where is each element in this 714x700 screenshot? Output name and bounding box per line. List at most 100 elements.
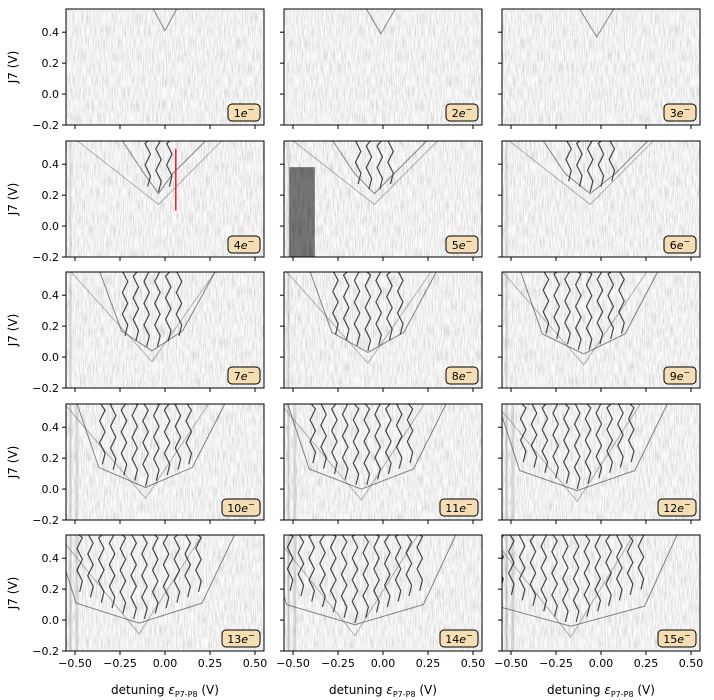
transition-lines bbox=[505, 141, 654, 257]
x-tick-label: −0.50 bbox=[276, 657, 310, 670]
y-tick-label: −0.2 bbox=[32, 119, 59, 132]
envelope bbox=[520, 272, 658, 355]
transition-line bbox=[406, 404, 414, 464]
y-tick-label: 0.2 bbox=[42, 57, 60, 70]
transition-lines bbox=[284, 404, 447, 520]
electron-count-badge bbox=[663, 235, 697, 254]
outer-diagonal bbox=[70, 272, 216, 363]
transition-line bbox=[121, 272, 129, 336]
transition-line bbox=[97, 535, 105, 603]
transition-line bbox=[330, 404, 338, 475]
y-tick-label: 0.4 bbox=[42, 289, 60, 302]
panel-4e: −0.2 0.0 0.2 0.4 4e− bbox=[32, 140, 265, 264]
transition-lines bbox=[579, 9, 615, 38]
electron-count-badge bbox=[439, 498, 479, 517]
y-tick-label: 0.0 bbox=[42, 351, 60, 364]
y-tick-label: 0.4 bbox=[42, 552, 60, 565]
transition-line bbox=[387, 141, 394, 185]
outer-diagonal bbox=[77, 141, 222, 206]
transition-line bbox=[386, 272, 393, 341]
envelope bbox=[502, 535, 678, 627]
x-tick-label: −0.50 bbox=[58, 657, 92, 670]
transition-line bbox=[365, 141, 373, 190]
x-tick-label: −0.25 bbox=[539, 657, 573, 670]
transition-line bbox=[297, 535, 305, 597]
transition-line bbox=[552, 404, 560, 479]
y-tick-label: −0.2 bbox=[32, 514, 59, 527]
x-tick-label: −0.25 bbox=[321, 657, 355, 670]
transition-line bbox=[573, 404, 581, 490]
panel-1e: −0.2 0.0 0.2 0.4 1e− bbox=[32, 8, 265, 132]
x-axis-label: detuning εP7-P8 (V) bbox=[547, 683, 655, 699]
transition-line bbox=[175, 272, 183, 336]
transition-line bbox=[286, 535, 294, 591]
electron-count-badge bbox=[663, 103, 697, 122]
transition-line bbox=[364, 272, 372, 352]
transition-line bbox=[363, 404, 371, 485]
transition-line bbox=[120, 404, 128, 476]
transition-line bbox=[574, 272, 582, 350]
y-tick-label: 0.4 bbox=[42, 158, 60, 171]
electron-count-badge bbox=[227, 103, 261, 122]
electron-count-badge bbox=[657, 629, 697, 648]
electron-count-badge bbox=[227, 235, 261, 254]
y-tick-label: 0.0 bbox=[42, 483, 60, 496]
transition-line bbox=[615, 535, 623, 601]
y-tick-label: 0.4 bbox=[42, 26, 60, 39]
x-axis-label: detuning εP7-P8 (V) bbox=[329, 683, 437, 699]
transition-line bbox=[395, 404, 403, 469]
transition-line bbox=[529, 535, 537, 606]
outer-diagonal bbox=[508, 141, 654, 206]
transition-line bbox=[151, 535, 159, 614]
transition-line bbox=[154, 272, 161, 347]
transition-line bbox=[362, 535, 370, 618]
panel-5e: 5e− bbox=[280, 140, 483, 261]
outer-diagonal bbox=[286, 272, 432, 365]
transition-line bbox=[605, 535, 612, 606]
electron-count-badge bbox=[445, 235, 479, 254]
panel-2e: 2e− bbox=[280, 8, 483, 129]
transition-line bbox=[540, 535, 548, 612]
transition-line bbox=[174, 404, 182, 470]
transition-line bbox=[185, 404, 193, 465]
electron-count-label: 12e− bbox=[663, 500, 690, 515]
transition-line bbox=[87, 535, 94, 598]
electron-count-label: 10e− bbox=[227, 500, 254, 515]
transition-line bbox=[376, 141, 384, 190]
transition-line bbox=[394, 535, 402, 602]
envelope bbox=[284, 535, 457, 626]
electron-count-badge bbox=[227, 366, 261, 385]
transition-line bbox=[584, 404, 592, 484]
electron-count-label: 1e− bbox=[234, 105, 254, 120]
x-tick-label: 0.25 bbox=[416, 657, 441, 670]
transition-line bbox=[341, 404, 349, 480]
dark-block-texture bbox=[289, 167, 315, 257]
electron-count-label: 14e− bbox=[445, 631, 472, 646]
envelope bbox=[99, 272, 216, 352]
x-tick-label: 0.50 bbox=[461, 657, 486, 670]
transition-line bbox=[519, 404, 527, 463]
y-axis-label: J7 (V) bbox=[6, 446, 20, 480]
transition-line bbox=[340, 535, 348, 618]
envelope bbox=[332, 141, 427, 195]
panel-14e: −0.50 −0.25 0.00 0.25 0.50 14e− bbox=[276, 534, 486, 670]
transition-line bbox=[142, 404, 149, 487]
transition-v bbox=[152, 9, 178, 32]
transition-line bbox=[618, 272, 625, 334]
transition-line bbox=[594, 535, 602, 612]
transition-lines bbox=[69, 141, 222, 257]
envelope bbox=[502, 404, 668, 492]
x-tick-label: −0.50 bbox=[494, 657, 528, 670]
outer-diagonal bbox=[66, 535, 203, 635]
transition-line bbox=[383, 535, 391, 608]
y-tick-label: 0.0 bbox=[42, 88, 60, 101]
panel-8e: 8e− bbox=[280, 271, 483, 392]
transition-lines bbox=[284, 535, 457, 651]
transition-line bbox=[375, 272, 383, 346]
transition-line bbox=[132, 272, 140, 342]
electron-count-label: 7e− bbox=[234, 368, 254, 383]
y-tick-label: 0.2 bbox=[42, 452, 60, 465]
envelope bbox=[76, 404, 226, 489]
transition-line bbox=[565, 141, 572, 182]
transition-lines bbox=[502, 404, 668, 520]
